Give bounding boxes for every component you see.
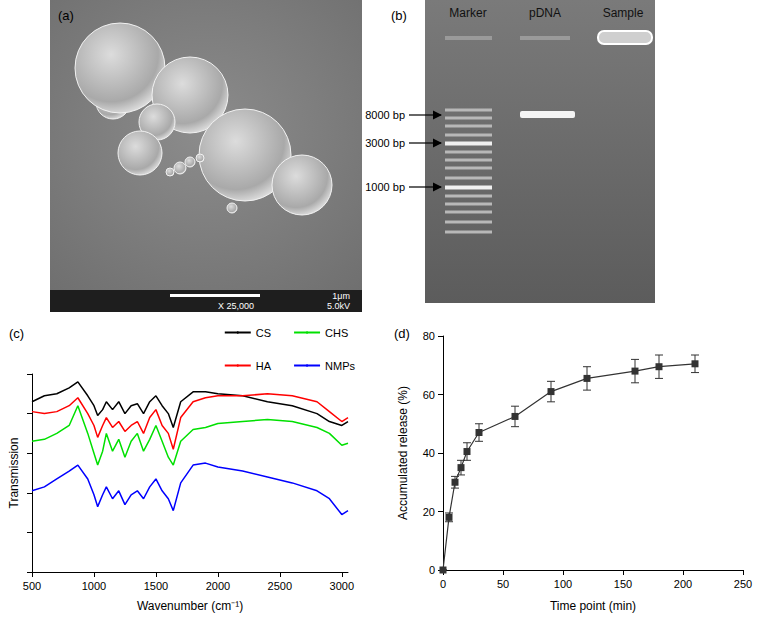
svg-text:500: 500 bbox=[23, 580, 41, 592]
svg-text:Wavenumber (cm⁻¹): Wavenumber (cm⁻¹) bbox=[137, 599, 243, 613]
svg-text:CS: CS bbox=[256, 327, 271, 339]
svg-text:2000: 2000 bbox=[206, 580, 230, 592]
svg-text:1μm: 1μm bbox=[332, 291, 350, 301]
svg-text:100: 100 bbox=[554, 578, 572, 590]
svg-text:20: 20 bbox=[423, 506, 435, 518]
svg-text:40: 40 bbox=[423, 447, 435, 459]
svg-text:5.0kV: 5.0kV bbox=[327, 301, 350, 311]
svg-text:1000 bp: 1000 bp bbox=[365, 181, 405, 193]
svg-text:8000 bp: 8000 bp bbox=[365, 109, 405, 121]
svg-text:2500: 2500 bbox=[268, 580, 292, 592]
svg-text:200: 200 bbox=[674, 578, 692, 590]
svg-text:Time point (min): Time point (min) bbox=[550, 599, 636, 613]
svg-text:Marker: Marker bbox=[449, 6, 486, 20]
svg-text:CHS: CHS bbox=[325, 327, 348, 339]
svg-text:250: 250 bbox=[734, 578, 752, 590]
svg-text:80: 80 bbox=[423, 330, 435, 342]
svg-text:(d): (d) bbox=[394, 326, 410, 341]
svg-text:NMPs: NMPs bbox=[325, 360, 355, 372]
svg-text:(b): (b) bbox=[391, 8, 407, 23]
svg-text:50: 50 bbox=[497, 578, 509, 590]
svg-text:X 25,000: X 25,000 bbox=[218, 301, 254, 311]
svg-text:(a): (a) bbox=[58, 8, 74, 23]
svg-text:1000: 1000 bbox=[82, 580, 106, 592]
svg-text:Transmission: Transmission bbox=[7, 438, 21, 509]
svg-text:3000 bp: 3000 bp bbox=[365, 137, 405, 149]
svg-text:150: 150 bbox=[614, 578, 632, 590]
svg-text:1500: 1500 bbox=[144, 580, 168, 592]
svg-text:Accumulated release (%): Accumulated release (%) bbox=[396, 386, 410, 520]
svg-text:0: 0 bbox=[429, 564, 435, 576]
svg-text:(c): (c) bbox=[9, 326, 24, 341]
svg-text:Sample: Sample bbox=[603, 6, 644, 20]
svg-text:60: 60 bbox=[423, 389, 435, 401]
svg-text:HA: HA bbox=[256, 360, 272, 372]
svg-text:3000: 3000 bbox=[330, 580, 354, 592]
svg-text:0: 0 bbox=[440, 578, 446, 590]
svg-text:pDNA: pDNA bbox=[529, 6, 561, 20]
